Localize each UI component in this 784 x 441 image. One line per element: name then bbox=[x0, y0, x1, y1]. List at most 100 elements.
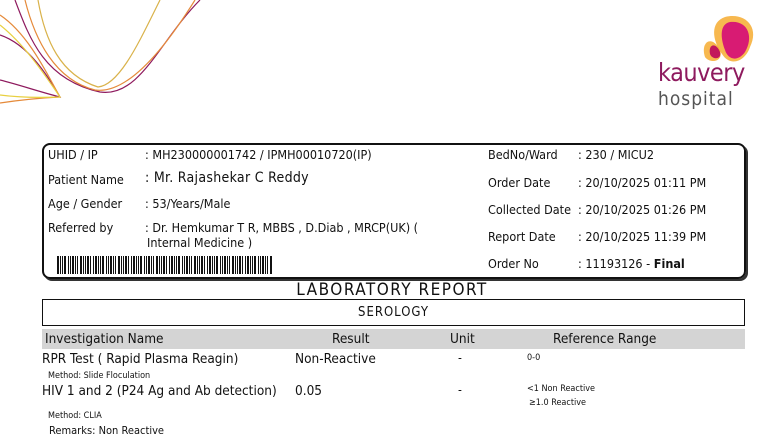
barcode-bar bbox=[151, 256, 152, 274]
barcode-bar bbox=[176, 256, 177, 274]
barcode-bar bbox=[201, 256, 203, 274]
patient-name-value: : Mr. Rajashekar C Reddy bbox=[145, 170, 309, 186]
barcode-bar bbox=[229, 256, 230, 274]
test-name: HIV 1 and 2 (P24 Ag and Ab detection) bbox=[42, 383, 277, 399]
barcode-bar bbox=[64, 256, 66, 274]
barcode-bar bbox=[75, 256, 76, 274]
barcode-bar bbox=[199, 256, 200, 274]
barcode-bar bbox=[106, 256, 107, 274]
barcode-bar bbox=[125, 256, 127, 274]
col-reference-range: Reference Range bbox=[553, 331, 657, 347]
barcode-bar bbox=[159, 256, 160, 274]
uhid-label: UHID / IP bbox=[48, 147, 98, 162]
barcode-bar bbox=[100, 256, 101, 274]
barcode-bar bbox=[72, 256, 74, 274]
age-gender-label: Age / Gender bbox=[48, 196, 123, 211]
logo-brand-text: kauvery bbox=[658, 58, 745, 87]
test-result: Non-Reactive bbox=[295, 351, 376, 367]
barcode-bar bbox=[242, 256, 243, 274]
barcode-bar bbox=[252, 256, 253, 274]
report-date-label: Report Date bbox=[488, 229, 556, 244]
test-method: Method: CLIA bbox=[48, 411, 102, 421]
referred-by-label: Referred by bbox=[48, 220, 114, 235]
order-status: Final bbox=[653, 256, 685, 271]
remarks: Remarks: Non Reactive bbox=[49, 424, 165, 437]
uhid-value: : MH230000001742 / IPMH00010720(IP) bbox=[145, 147, 372, 162]
report-date-value: : 20/10/2025 11:39 PM bbox=[578, 229, 707, 244]
barcode-bar bbox=[178, 256, 180, 274]
barcode-bar bbox=[194, 256, 196, 274]
referred-by-dept: Internal Medicine ) bbox=[147, 235, 253, 250]
barcode-bar bbox=[87, 256, 89, 274]
barcode-bar bbox=[189, 256, 190, 274]
patient-name-label: Patient Name bbox=[48, 172, 124, 187]
barcode-bar bbox=[70, 256, 71, 274]
barcode-bar bbox=[148, 256, 150, 274]
test-reference: ≥1.0 Reactive bbox=[529, 398, 587, 408]
barcode-bar bbox=[174, 256, 175, 274]
test-method: Method: Slide Floculation bbox=[48, 371, 151, 381]
order-no-label: Order No bbox=[488, 256, 539, 271]
barcode-bar bbox=[186, 256, 188, 274]
barcode-bar bbox=[197, 256, 198, 274]
barcode-bar bbox=[123, 256, 124, 274]
section-heading: SEROLOGY bbox=[42, 299, 745, 326]
table-header: Investigation Name Result Unit Reference… bbox=[42, 329, 745, 349]
barcode-bar bbox=[265, 256, 266, 274]
col-result: Result bbox=[332, 331, 370, 347]
barcode-bar bbox=[220, 256, 221, 274]
collected-date-label: Collected Date bbox=[488, 202, 572, 217]
barcode-bar bbox=[156, 256, 158, 274]
barcode-bar bbox=[115, 256, 116, 274]
col-investigation: Investigation Name bbox=[45, 331, 164, 347]
barcode-bar bbox=[90, 256, 91, 274]
barcode-bar bbox=[133, 256, 135, 274]
barcode-bar bbox=[216, 256, 218, 274]
age-gender-value: : 53/Years/Male bbox=[145, 196, 231, 211]
barcode-bar bbox=[169, 256, 170, 274]
patient-info-box bbox=[42, 143, 746, 279]
barcode-bar bbox=[184, 256, 185, 274]
barcode-bar bbox=[250, 256, 251, 274]
barcode-bar bbox=[108, 256, 109, 274]
kauvery-logo: kauvery hospital bbox=[650, 12, 760, 112]
barcode-bar bbox=[60, 256, 61, 274]
barcode-bar bbox=[182, 256, 183, 274]
order-no-value: : 11193126 - Final bbox=[578, 256, 685, 271]
collected-date-value: : 20/10/2025 01:26 PM bbox=[578, 202, 707, 217]
referred-by-value: : Dr. Hemkumar T R, MBBS , D.Diab , MRCP… bbox=[145, 220, 419, 235]
barcode-bar bbox=[239, 256, 241, 274]
barcode-bar bbox=[68, 256, 69, 274]
barcode-bar bbox=[153, 256, 154, 274]
barcode-bar bbox=[166, 256, 167, 274]
barcode-bar bbox=[245, 256, 246, 274]
barcode-bar bbox=[118, 256, 120, 274]
barcode-bar bbox=[83, 256, 84, 274]
test-unit: - bbox=[458, 351, 462, 365]
barcode-bar bbox=[209, 256, 211, 274]
bed-ward-value: : 230 / MICU2 bbox=[578, 147, 655, 162]
barcode-bar bbox=[102, 256, 104, 274]
barcode-bar bbox=[214, 256, 215, 274]
barcode-bar bbox=[144, 256, 145, 274]
barcode-bar bbox=[98, 256, 99, 274]
barcode-bar bbox=[136, 256, 137, 274]
barcode-bar bbox=[128, 256, 129, 274]
barcode-bar bbox=[222, 256, 223, 274]
barcode-bar bbox=[207, 256, 208, 274]
barcode-bar bbox=[235, 256, 236, 274]
barcode-bar bbox=[204, 256, 205, 274]
test-unit: - bbox=[458, 383, 462, 397]
barcode-icon bbox=[57, 256, 272, 274]
barcode-bar bbox=[171, 256, 173, 274]
barcode-bar bbox=[262, 256, 264, 274]
barcode-bar bbox=[95, 256, 97, 274]
barcode-bar bbox=[85, 256, 86, 274]
barcode-bar bbox=[224, 256, 226, 274]
barcode-bar bbox=[212, 256, 213, 274]
report-title: LABORATORY REPORT bbox=[296, 280, 488, 300]
barcode-bar bbox=[113, 256, 114, 274]
decorative-swirl-icon bbox=[0, 0, 201, 104]
barcode-bar bbox=[110, 256, 112, 274]
barcode-bar bbox=[140, 256, 142, 274]
